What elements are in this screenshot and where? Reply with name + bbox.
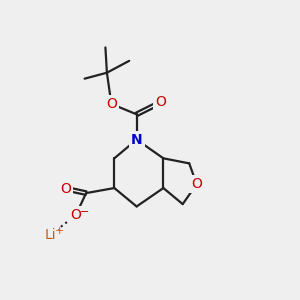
Text: O: O [191,177,202,191]
Text: O: O [70,208,81,222]
Text: +: + [55,226,64,236]
Text: O: O [155,95,166,110]
Text: −: − [80,207,89,218]
Text: O: O [106,97,117,111]
Text: Li: Li [45,228,56,242]
Text: O: O [60,182,71,196]
Text: N: N [131,133,142,147]
